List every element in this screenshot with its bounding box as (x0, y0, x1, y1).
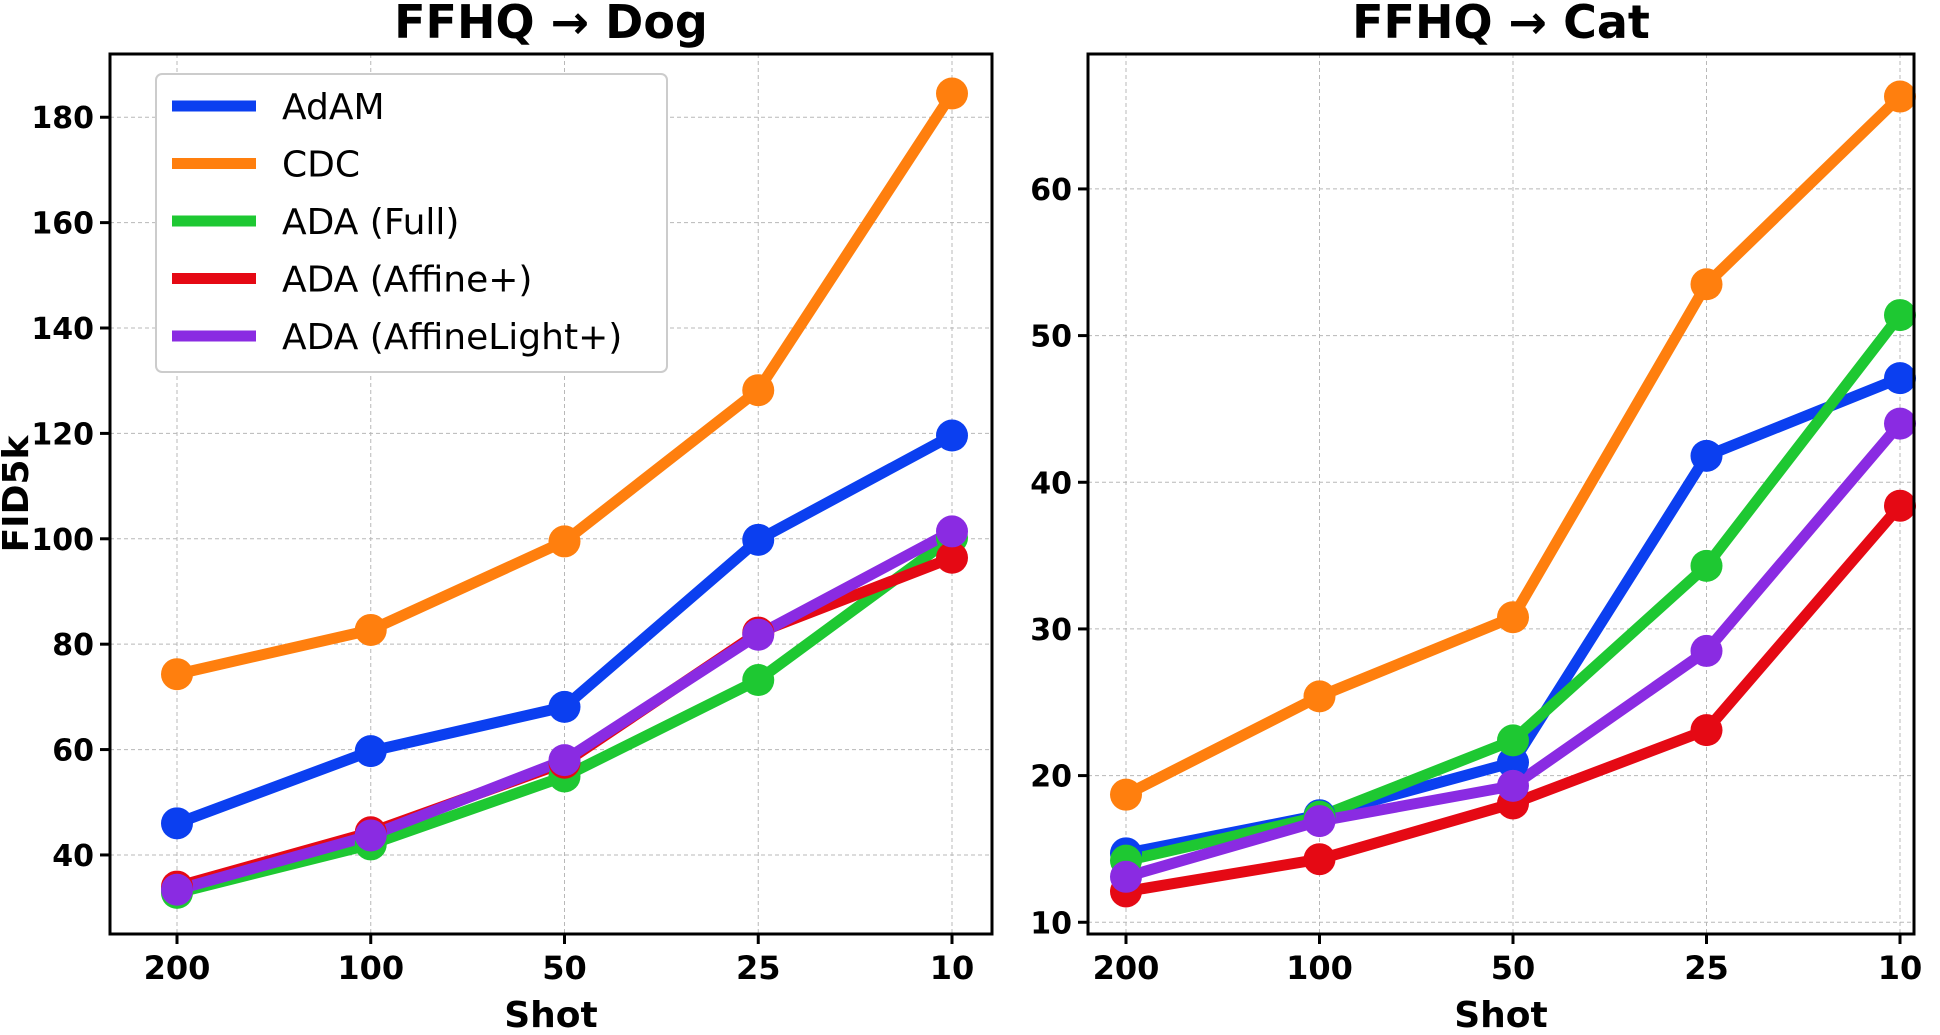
y-tick-label: 100 (31, 523, 94, 558)
data-point (1884, 489, 1916, 522)
data-point (1690, 549, 1723, 582)
y-tick-label: 140 (31, 312, 94, 347)
data-point (548, 690, 581, 723)
x-tick-label: 50 (1491, 949, 1536, 987)
y-tick-label: 20 (1030, 760, 1072, 795)
data-point (1884, 362, 1916, 395)
data-point (1110, 778, 1142, 811)
data-point (1884, 80, 1916, 113)
x-tick-label: 100 (1286, 949, 1353, 987)
data-point (1884, 299, 1916, 332)
data-point (354, 613, 387, 646)
data-point (354, 735, 387, 768)
y-tick-label: 60 (1030, 173, 1072, 208)
chart-panel-1: 40 60 80 100 120 140 160 180 200 100 50 25 10 FFHQ → … (0, 0, 994, 1035)
y-tick-label: 80 (52, 628, 94, 663)
data-point (742, 664, 775, 697)
legend-box (155, 73, 668, 373)
data-point (161, 658, 193, 691)
x-tick-label: 10 (1878, 949, 1923, 987)
data-point (161, 873, 193, 906)
x-axis-label: Shot (1454, 995, 1548, 1035)
plot-frame (1086, 52, 1916, 936)
y-tick-label: 40 (52, 839, 94, 874)
x-tick-label: 10 (930, 949, 975, 987)
x-tick-label: 100 (337, 949, 404, 987)
data-point (1690, 634, 1723, 667)
chart-title: FFHQ → Cat (1352, 0, 1650, 49)
legend-label: AdAM (282, 87, 385, 128)
data-point (1497, 746, 1529, 779)
legend-label: ADA (Affine+) (282, 260, 532, 301)
data-point (1497, 724, 1529, 757)
data-point (936, 77, 968, 110)
data-point (742, 374, 775, 407)
x-tick-label: 25 (736, 949, 781, 987)
data-point (936, 515, 968, 548)
y-tick-label: 60 (52, 734, 94, 769)
y-tick-label: 180 (31, 101, 94, 136)
legend-label: ADA (AffineLight+) (282, 317, 622, 358)
x-axis-label: Shot (504, 995, 598, 1035)
data-point (936, 419, 968, 452)
data-point (1690, 268, 1723, 301)
y-tick-label: 120 (31, 417, 94, 452)
legend: AdAM CDC ADA (Full) ADA (Affine+) ADA (Affin… (155, 73, 668, 373)
data-point (548, 525, 581, 558)
x-tick-label: 25 (1684, 949, 1729, 987)
chart-title: FFHQ → Dog (394, 0, 708, 49)
y-tick-label: 30 (1030, 613, 1072, 648)
data-point (548, 744, 581, 777)
data-point (1303, 805, 1336, 838)
y-tick-label: 160 (31, 207, 94, 242)
data-point (1303, 843, 1336, 876)
legend-label: CDC (282, 145, 360, 186)
y-tick-label: 50 (1030, 320, 1072, 355)
x-tick-label: 200 (1093, 949, 1160, 987)
data-point (1497, 769, 1529, 802)
data-point (742, 618, 775, 651)
chart-panel-2: 10 20 30 40 50 60 200 100 50 25 10 FFHQ → Cat Shot (1030, 0, 1922, 1035)
data-point (1690, 714, 1723, 747)
data-point (936, 541, 968, 574)
data-point (1884, 407, 1916, 440)
x-tick-label: 50 (542, 949, 587, 987)
data-point (1110, 860, 1142, 893)
y-tick-label: 10 (1030, 906, 1072, 941)
data-point (742, 523, 775, 556)
x-tick-label: 200 (144, 949, 211, 987)
data-point (1690, 439, 1723, 472)
y-tick-label: 40 (1030, 466, 1072, 501)
legend-label: ADA (Full) (282, 202, 459, 243)
data-point (1497, 601, 1529, 634)
data-point (354, 819, 387, 852)
data-point (1303, 680, 1336, 713)
data-point (161, 807, 193, 840)
y-axis-label: FID5k (0, 435, 37, 553)
plot-frame (108, 52, 994, 936)
